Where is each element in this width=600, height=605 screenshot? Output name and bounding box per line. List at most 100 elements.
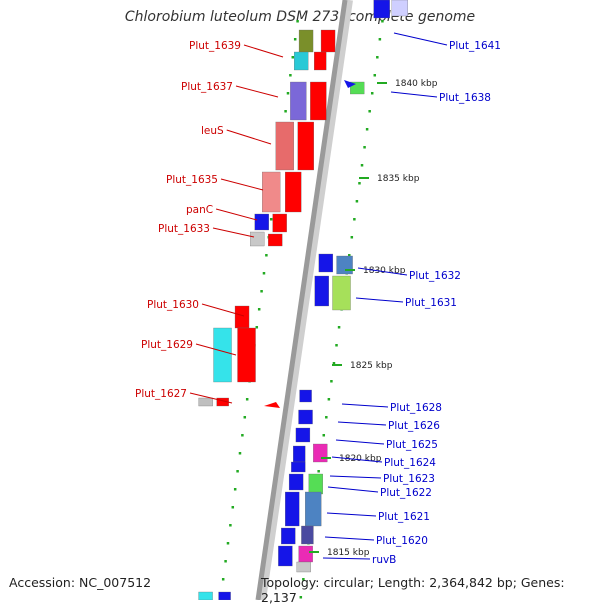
guide-dot — [365, 128, 369, 131]
guide-dot — [358, 182, 361, 185]
tick-label: 1840 kbp — [395, 79, 438, 89]
gene-block — [308, 473, 323, 495]
gene-label-right: Plut_1632 — [409, 270, 461, 282]
gene-label-left: Plut_1637 — [181, 81, 233, 93]
gene-label-left: Plut_1633 — [158, 223, 210, 235]
gene-block — [297, 121, 314, 171]
gene-block — [291, 461, 306, 473]
guide-dot — [335, 344, 338, 347]
guide-dot — [337, 326, 341, 329]
gene-block — [305, 491, 322, 527]
gene-block — [285, 171, 302, 213]
gene-label-left: Plut_1630 — [147, 299, 199, 311]
leader-line — [335, 439, 385, 445]
guide-dot — [243, 416, 247, 419]
gene-label-left: panC — [186, 204, 213, 216]
leader-line — [337, 421, 387, 426]
leader-line — [327, 486, 379, 493]
gene-label-right: Plut_1625 — [386, 439, 438, 451]
gene-block — [298, 29, 314, 53]
gene-block — [198, 397, 213, 407]
guide-dot — [245, 398, 249, 401]
gene-block — [254, 213, 269, 231]
guide-dot — [299, 596, 303, 599]
guide-dot — [236, 470, 239, 473]
guide-dot — [289, 74, 292, 77]
leader-line — [329, 475, 382, 479]
gene-label-left: Plut_1635 — [166, 174, 218, 186]
gene-label-right: ruvB — [372, 554, 396, 566]
gene-block — [237, 327, 256, 383]
guide-dot — [226, 542, 230, 545]
guide-dot — [373, 74, 377, 77]
guide-dot — [325, 416, 328, 419]
gene-block — [310, 81, 327, 121]
guide-dot — [368, 110, 371, 113]
gene-label-right: Plut_1624 — [384, 457, 436, 469]
leader-line — [355, 297, 404, 303]
leader-line — [201, 303, 245, 317]
leader-line — [195, 343, 237, 356]
leader-line — [331, 456, 383, 463]
topology-text: Topology: circular; Length: 2,364,842 bp… — [261, 575, 565, 605]
leader-line — [189, 392, 233, 404]
gene-label-left: Plut_1629 — [141, 339, 193, 351]
guide-dot — [322, 434, 326, 437]
guide-dot — [286, 92, 290, 95]
leader-line — [357, 267, 408, 276]
guide-dot — [265, 254, 268, 257]
guide-dot — [233, 488, 237, 491]
gene-block — [294, 51, 309, 71]
guide-dot — [293, 38, 297, 41]
leader-line — [215, 208, 258, 221]
leader-line — [235, 85, 279, 98]
leader-line — [220, 178, 264, 191]
guide-dot — [262, 272, 266, 275]
guide-dot — [355, 200, 359, 203]
genome-backbone-shadow — [258, 0, 353, 600]
guide-dot — [260, 290, 263, 293]
gene-label-right: Plut_1631 — [405, 297, 457, 309]
leader-line — [226, 129, 272, 145]
guide-dot — [360, 164, 364, 167]
gene-block — [295, 427, 311, 443]
genome-backbone — [255, 0, 348, 600]
gene-block — [250, 231, 265, 247]
guide-dot — [353, 218, 356, 221]
gene-block — [288, 473, 304, 491]
guide-dot — [284, 110, 287, 113]
gene-block — [301, 525, 314, 545]
gene-block — [314, 275, 329, 307]
gene-block — [293, 445, 306, 463]
gene-arrow — [344, 80, 356, 88]
gene-label-left: Plut_1627 — [135, 388, 187, 400]
gene-label-right: Plut_1638 — [439, 92, 491, 104]
guide-dot — [348, 254, 351, 257]
gene-block — [285, 491, 300, 527]
gene-block — [262, 171, 281, 213]
guide-dot — [317, 470, 320, 473]
guide-dot — [381, 20, 384, 23]
leader-line — [322, 557, 371, 560]
guide-dot — [229, 524, 232, 527]
gene-arrow — [264, 402, 280, 408]
tick-label: 1830 kbp — [363, 266, 406, 276]
gene-block — [332, 275, 351, 311]
leader-line — [243, 44, 284, 58]
guide-dot — [330, 380, 333, 383]
tick-label: 1825 kbp — [350, 361, 393, 371]
gene-label-right: Plut_1623 — [383, 473, 435, 485]
gene-label-right: Plut_1641 — [449, 40, 501, 52]
gene-block — [281, 527, 296, 545]
guide-dot — [291, 56, 295, 59]
gene-label-left: leuS — [201, 125, 224, 137]
guide-dot — [327, 398, 331, 401]
guide-dot — [221, 578, 225, 581]
gene-block — [213, 327, 232, 383]
guide-dot — [255, 326, 259, 329]
gene-block — [320, 29, 336, 53]
gene-block — [272, 213, 287, 233]
leader-line — [212, 227, 255, 238]
leader-line — [341, 403, 389, 408]
